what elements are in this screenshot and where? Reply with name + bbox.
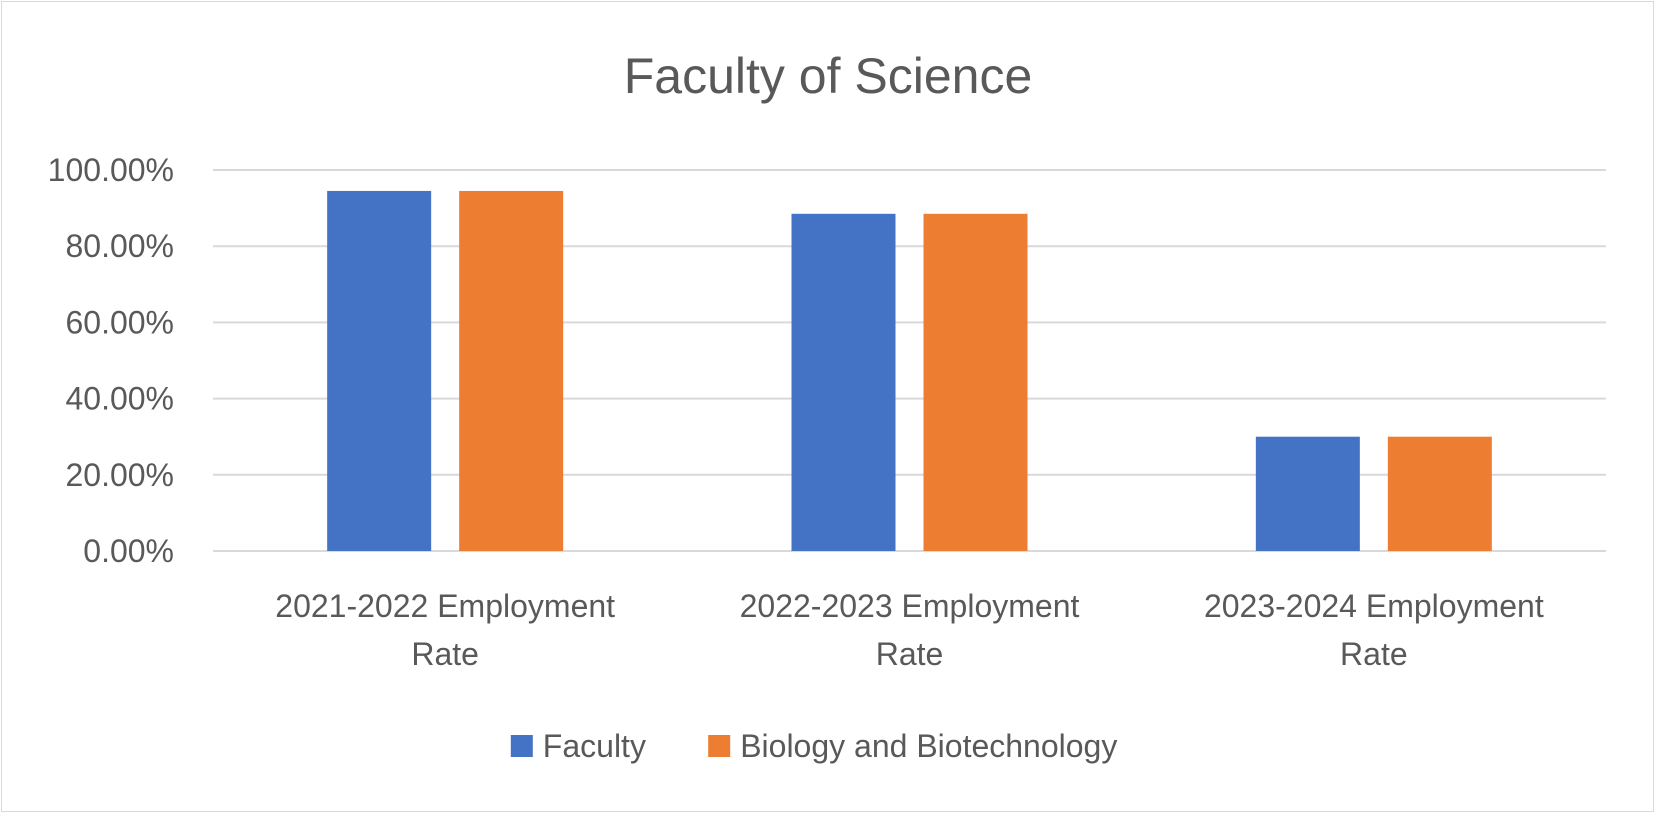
x-category-label: Rate xyxy=(876,636,944,672)
gridlines xyxy=(213,169,1606,552)
x-category-label: Rate xyxy=(411,636,479,672)
bar-faculty-0 xyxy=(327,190,432,551)
bar-faculty-2 xyxy=(1255,436,1360,551)
y-tick-label: 60.00% xyxy=(65,304,174,340)
bar-biology-and-biotechnology-0 xyxy=(459,190,564,551)
y-axis-ticks: 0.00% 20.00% 40.00% 60.00% 80.00% 100.00% xyxy=(48,152,174,569)
x-category-label: 2023-2024 Employment xyxy=(1204,588,1544,624)
x-category-label: 2022-2023 Employment xyxy=(740,588,1080,624)
x-axis-categories: 2021-2022 Employment Rate 2022-2023 Employ… xyxy=(275,588,1544,672)
legend-swatch xyxy=(708,735,731,757)
legend-label: Biology and Biotechnology xyxy=(740,728,1117,764)
legend-swatch xyxy=(510,735,533,757)
bar-faculty-1 xyxy=(791,213,896,551)
y-tick-label: 0.00% xyxy=(83,533,174,569)
y-tick-label: 20.00% xyxy=(65,457,174,493)
bars xyxy=(327,190,1492,551)
legend: Faculty Biology and Biotechnology xyxy=(510,728,1117,764)
chart-title: Faculty of Science xyxy=(624,48,1033,104)
y-tick-label: 40.00% xyxy=(65,381,174,417)
x-category-label: Rate xyxy=(1340,636,1408,672)
legend-label: Faculty xyxy=(543,728,646,764)
bar-biology-and-biotechnology-1 xyxy=(923,213,1028,551)
bar-biology-and-biotechnology-2 xyxy=(1387,436,1492,551)
y-tick-label: 80.00% xyxy=(65,228,174,264)
x-category-label: 2021-2022 Employment xyxy=(275,588,615,624)
y-tick-label: 100.00% xyxy=(48,152,174,188)
